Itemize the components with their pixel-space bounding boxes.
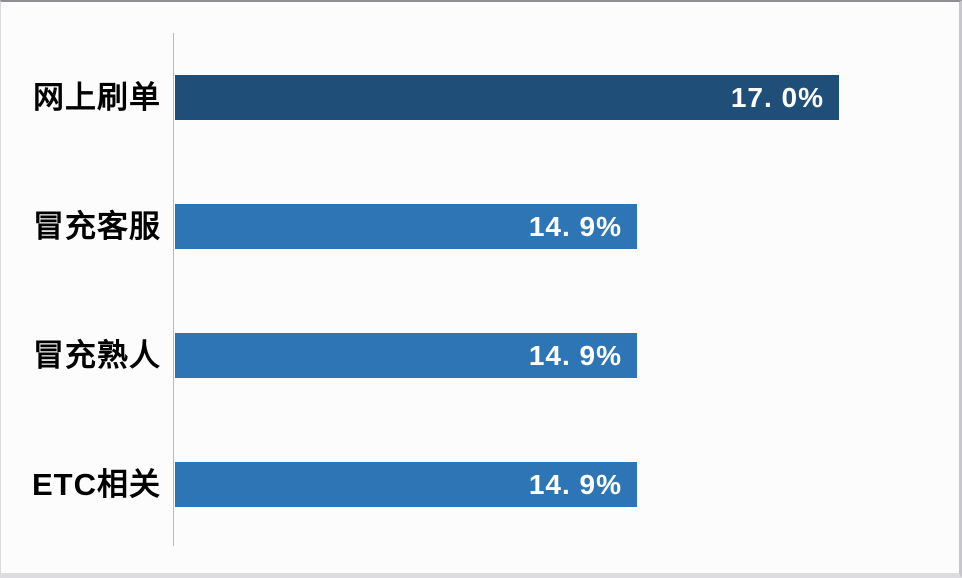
- bar: 17. 0%: [175, 75, 839, 120]
- value-label: 14. 9%: [528, 468, 622, 500]
- bar: 14. 9%: [175, 462, 637, 507]
- bar: 14. 9%: [175, 204, 637, 249]
- category-label: 冒充熟人: [33, 338, 161, 373]
- value-label: 14. 9%: [528, 339, 622, 371]
- category-label: 网上刷单: [33, 80, 161, 115]
- y-axis-line: [173, 33, 174, 546]
- bar: 14. 9%: [175, 333, 637, 378]
- category-label: 冒充客服: [33, 209, 161, 244]
- value-label: 14. 9%: [528, 210, 622, 242]
- category-label: ETC相关: [32, 467, 161, 502]
- value-label: 17. 0%: [730, 81, 824, 113]
